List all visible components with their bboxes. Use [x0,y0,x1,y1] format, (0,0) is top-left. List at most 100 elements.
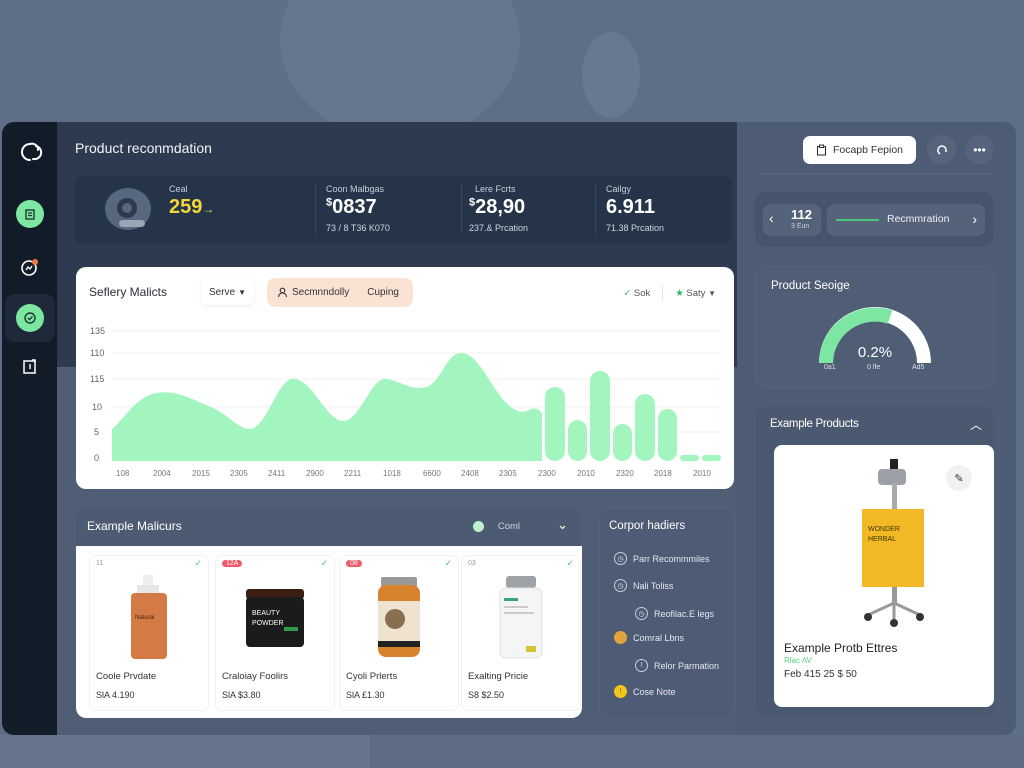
heart-check-icon [16,304,44,332]
product-card[interactable]: 11 ✓ Natural Coole Prvdate SlA 4.190 [90,556,208,710]
svg-text:2411: 2411 [268,469,286,478]
corpor-handlers-panel: Corpor hadiers ◷ Parr Recommmiles ◷ Nali T… [600,508,734,718]
list-item[interactable]: ! Cose Note [614,685,676,698]
chart-controls: ✓ Sok ★ Saty ▼ [623,285,716,301]
pager-next-button[interactable]: Recmmration › [827,204,985,236]
svg-text:2320: 2320 [616,469,634,478]
check-icon[interactable]: ✓ [566,558,574,568]
svg-text:2018: 2018 [654,469,672,478]
sidebar-item-analytics[interactable] [2,243,57,291]
header-divider [757,173,993,174]
check-icon[interactable]: ✓ [320,558,328,568]
svg-text:POWDER: POWDER [252,620,284,627]
check-icon: ✓ [623,287,632,299]
svg-text:HERBAL: HERBAL [868,536,896,543]
stat-divider [315,184,316,234]
alert-icon: ! [635,659,648,672]
chevron-right-icon: › [972,211,977,227]
list-item[interactable]: ! Relor Parmation [635,659,719,672]
svg-text:2010: 2010 [577,469,595,478]
chevron-left-icon: ‹ [769,210,774,226]
check-icon[interactable]: ✓ [444,558,452,568]
svg-text:2211: 2211 [344,469,362,478]
headset-button[interactable] [927,135,956,164]
share-doc-icon [22,359,36,374]
gauge-chart [819,307,931,364]
avatar-icon [614,631,627,644]
svg-text:5: 5 [94,427,99,437]
chevron-down-icon: ▼ [708,288,716,298]
info-icon: ! [614,685,627,698]
svg-text:2305: 2305 [499,469,517,478]
filter-pill[interactable]: Secmnndolly Cuping [267,278,413,307]
sidebar-item-documents[interactable] [2,190,57,238]
svg-text:2408: 2408 [461,469,479,478]
svg-text:1018: 1018 [383,469,401,478]
clipboard-icon [15,200,44,228]
stat-ceal: Ceal 259→ [169,184,215,218]
headset-icon [936,144,947,155]
recommendation-pager: ‹ 112 3 Eun Recmmration › [755,192,993,247]
star-icon: ★ [675,287,684,299]
gauge-value: 0.2% [857,344,893,361]
product-card[interactable]: 12A ✓ BEAUTY POWDER Craloiay Foolirs SlA … [216,556,334,710]
spray-bottle-icon: Natural [90,570,208,666]
svg-text:115: 115 [90,374,104,384]
svg-text:110: 110 [90,348,104,358]
chart-badge-icon [20,259,38,276]
featured-product-card[interactable]: ✎ WONDER HERBAL Example Protb Ettres Rla… [774,445,994,707]
metrics-header: Example Malicurs Coml ⌄ [76,508,582,546]
sidebar-item-export[interactable] [2,342,57,390]
status-indicator: Coml [472,521,520,532]
more-button[interactable]: ••• [965,135,994,164]
stats-bar: Ceal 259→ Coon Malbgas $0837 73 / 8 T36 … [75,176,732,244]
stat-divider [461,184,462,234]
orange-jar-icon [340,570,458,666]
list-item[interactable]: ◷ Nali Toliss [614,579,673,592]
svg-text:135: 135 [90,326,105,336]
chart-title: Seflery Malicts [89,285,168,299]
product-grid: 11 ✓ Natural Coole Prvdate SlA 4.190 12A… [76,546,582,718]
check-icon[interactable]: ✓ [194,558,202,568]
example-metrics-panel: Example Malicurs Coml ⌄ 11 ✓ Natural Coo… [76,508,582,718]
svg-text:2004: 2004 [153,469,171,478]
clipboard-icon [816,144,827,156]
svg-text:Natural: Natural [135,615,154,621]
svg-text:WONDER: WONDER [868,526,900,533]
progress-line [836,219,879,221]
chevron-down-icon[interactable]: ⌄ [557,517,568,532]
svg-text:6600: 6600 [423,469,441,478]
svg-text:2900: 2900 [306,469,324,478]
clock-icon: ◷ [614,552,627,565]
more-icon: ••• [973,142,986,157]
sidebar [2,122,57,735]
list-item[interactable]: ◷ Reofilac.E legs [635,607,714,620]
gauge-panel: Product Seoige 0.2% 0a1 0 lfe Ad5 [756,267,994,387]
export-button[interactable]: Focapb Fepion [803,136,916,164]
chevron-up-icon[interactable]: ︿ [969,418,982,432]
svg-text:2010: 2010 [693,469,711,478]
sort-toggle[interactable]: ✓ Sok [623,287,651,299]
pager-prev-button[interactable]: ‹ 112 3 Eun [763,204,821,236]
stat-divider [595,184,596,234]
list-item[interactable]: Comral Lbns [614,631,684,644]
svg-text:10: 10 [92,402,102,412]
clock-icon: ◷ [635,607,648,620]
svg-text:2300: 2300 [538,469,556,478]
product-card[interactable]: 08 ✓ Cyoli Prlerts SlA £1.30 [340,556,458,710]
background-shape [0,735,370,768]
product-card[interactable]: 03 ✓ Exalting Pricie S8 $2.50 [462,556,580,710]
serve-dropdown[interactable]: Serve ▼ [201,279,254,305]
sidebar-item-favorites[interactable] [5,294,55,342]
svg-text:0: 0 [94,453,99,463]
clock-icon: ◷ [614,579,627,592]
page-title: Product reconmdation [75,140,212,156]
saty-dropdown[interactable]: ★ Saty ▼ [675,287,716,299]
pin-icon[interactable]: ✎ [946,465,972,491]
list-item[interactable]: ◷ Parr Recommmiles [614,552,710,565]
user-icon [277,287,288,298]
svg-text:2015: 2015 [192,469,210,478]
logo-icon[interactable] [16,138,44,166]
background-shape [582,32,640,118]
chevron-down-icon: ▼ [238,287,247,297]
